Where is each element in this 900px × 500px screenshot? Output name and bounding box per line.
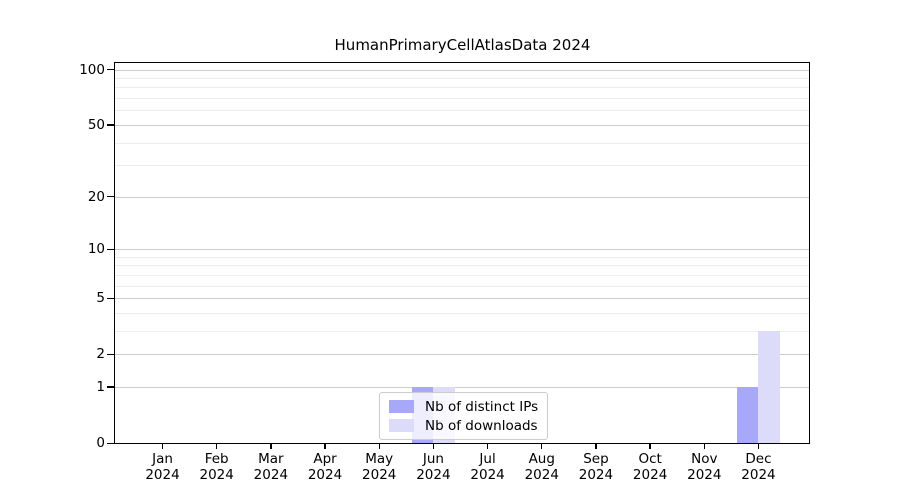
gridline-minor <box>115 98 809 100</box>
y-tick-mark <box>107 124 114 126</box>
legend-row: Nb of downloads <box>389 416 538 435</box>
gridline-minor <box>115 312 809 314</box>
x-tick-month: Dec <box>745 451 772 467</box>
x-tick-year: 2024 <box>578 467 614 483</box>
x-tick-month: Oct <box>638 451 662 467</box>
x-tick-year: 2024 <box>253 467 289 483</box>
legend: Nb of distinct IPs Nb of downloads <box>379 392 549 440</box>
gridline-major <box>115 386 809 388</box>
gridline-minor <box>115 330 809 332</box>
y-tick-label: 2 <box>96 346 105 363</box>
x-tick-label: Feb 2024 <box>177 451 257 483</box>
x-tick-year: 2024 <box>199 467 234 483</box>
y-tick-label: 20 <box>87 188 105 205</box>
legend-row: Nb of distinct IPs <box>389 397 538 416</box>
y-tick-mark <box>107 248 114 250</box>
gridline-minor <box>115 78 809 80</box>
x-tick-label: Oct 2024 <box>610 451 690 483</box>
x-tick-mark <box>324 443 326 449</box>
x-tick-year: 2024 <box>470 467 505 483</box>
y-tick-mark <box>107 442 114 444</box>
x-tick-month: Jul <box>479 451 496 467</box>
x-tick-year: 2024 <box>524 467 559 483</box>
gridline-minor <box>115 142 809 144</box>
chart-title: HumanPrimaryCellAtlasData 2024 <box>334 36 591 54</box>
gridline-minor <box>115 87 809 89</box>
x-tick-month: Jun <box>422 451 444 467</box>
y-tick-label: 100 <box>79 61 105 78</box>
x-tick-mark <box>595 443 597 449</box>
x-tick-month: Mar <box>258 451 284 467</box>
x-tick-month: Apr <box>313 451 337 467</box>
gridline-minor <box>115 256 809 258</box>
gridline-minor <box>115 274 809 276</box>
x-tick-label: Sep 2024 <box>556 451 636 483</box>
x-tick-mark <box>216 443 218 449</box>
legend-label: Nb of distinct IPs <box>425 398 539 415</box>
x-tick-month: Aug <box>528 451 555 467</box>
y-tick-label: 5 <box>96 290 105 307</box>
x-tick-year: 2024 <box>145 467 180 483</box>
x-tick-year: 2024 <box>362 467 397 483</box>
x-tick-mark <box>649 443 651 449</box>
y-tick-label: 50 <box>87 116 105 133</box>
y-tick-label: 0 <box>96 435 105 451</box>
legend-label: Nb of downloads <box>425 417 538 434</box>
x-tick-mark <box>757 443 760 449</box>
bar-dec-series1 <box>758 330 780 443</box>
y-tick-mark <box>107 353 114 355</box>
x-tick-label: Jan 2024 <box>123 451 203 483</box>
legend-swatch <box>389 419 414 432</box>
x-tick-year: 2024 <box>687 467 722 483</box>
x-tick-month: Feb <box>204 451 229 467</box>
y-tick-label: 1 <box>96 378 105 395</box>
x-tick-label: Jul 2024 <box>448 451 528 483</box>
x-tick-mark <box>486 443 489 449</box>
x-tick-label: Jun 2024 <box>393 451 473 483</box>
x-tick-month: Sep <box>583 451 609 467</box>
gridline-minor <box>115 265 809 267</box>
x-tick-label: Apr 2024 <box>285 451 365 483</box>
plot-area: 0 1 2 5 10 20 50 100 Jan 2024 Feb 2024 Mar 2024 Apr 202… <box>79 62 810 483</box>
x-tick-year: 2024 <box>632 467 668 483</box>
y-tick-label: 10 <box>87 241 105 257</box>
x-tick-label: Dec 2024 <box>718 451 798 483</box>
gridline-minor <box>115 285 809 287</box>
gridline-major <box>115 196 809 198</box>
x-tick-mark <box>270 443 272 449</box>
gridline-minor <box>115 165 809 167</box>
x-tick-year: 2024 <box>307 467 343 483</box>
y-tick-mark <box>107 297 114 299</box>
x-tick-label: Nov 2024 <box>664 451 744 483</box>
gridline-major <box>115 69 809 71</box>
x-tick-year: 2024 <box>416 467 451 483</box>
y-tick-mark <box>107 196 114 198</box>
x-tick-month: May <box>365 451 394 467</box>
x-tick-mark <box>161 443 164 449</box>
y-tick-mark <box>107 69 114 71</box>
x-tick-mark <box>541 443 543 449</box>
x-tick-year: 2024 <box>741 467 776 483</box>
gridline-major <box>115 354 809 356</box>
x-tick-month: Jan <box>152 451 173 467</box>
x-tick-label: May 2024 <box>339 451 419 483</box>
x-tick-label: Mar 2024 <box>231 451 311 483</box>
x-tick-mark <box>378 443 380 449</box>
gridline-minor <box>115 110 809 112</box>
x-tick-mark <box>703 443 705 449</box>
x-tick-label: Aug 2024 <box>502 451 582 483</box>
x-tick-month: Nov <box>691 451 718 467</box>
gridline-major <box>115 249 809 250</box>
gridline-major <box>115 124 809 126</box>
legend-swatch <box>389 400 414 413</box>
bar-dec-series0 <box>736 386 759 443</box>
y-tick-mark <box>107 386 114 388</box>
x-tick-mark <box>432 443 435 449</box>
gridline-major <box>115 298 809 300</box>
